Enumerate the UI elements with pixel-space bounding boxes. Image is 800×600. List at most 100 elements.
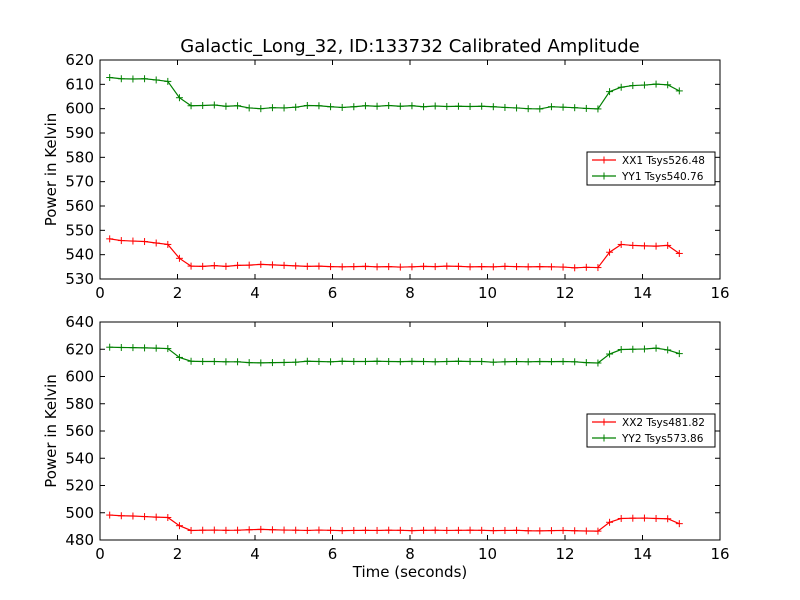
data-point bbox=[489, 527, 497, 535]
data-point bbox=[606, 248, 614, 256]
data-point bbox=[175, 254, 183, 262]
data-point bbox=[106, 235, 114, 243]
data-point bbox=[559, 263, 567, 271]
top-subplot: 0 2 4 6 8 10 12 14 16 530 540 550 560 570 580 590 600 610… bbox=[42, 51, 730, 302]
y-tick-label: 600 bbox=[65, 368, 94, 386]
data-point bbox=[210, 526, 218, 534]
y-axis-label: Power in Kelvin bbox=[42, 374, 60, 488]
data-point bbox=[385, 102, 393, 110]
data-point bbox=[315, 526, 323, 534]
data-point bbox=[524, 358, 532, 366]
x-axis-label: Time (seconds) bbox=[352, 563, 468, 581]
legend-entry: YY2 Tsys573.86 bbox=[592, 433, 704, 445]
data-point bbox=[280, 261, 288, 269]
data-point bbox=[350, 103, 358, 111]
y-tick-label: 540 bbox=[65, 246, 94, 264]
data-point bbox=[152, 344, 160, 352]
y-tick-label: 640 bbox=[65, 313, 94, 331]
data-point bbox=[652, 514, 660, 522]
data-point bbox=[257, 525, 265, 533]
data-point bbox=[524, 527, 532, 535]
data-point bbox=[187, 102, 195, 110]
data-point bbox=[187, 262, 195, 270]
data-point bbox=[292, 358, 300, 366]
data-point bbox=[640, 514, 648, 522]
data-point bbox=[617, 83, 625, 91]
data-point bbox=[327, 263, 335, 271]
data-point bbox=[187, 357, 195, 365]
data-point bbox=[396, 263, 404, 271]
data-point bbox=[222, 358, 230, 366]
data-point bbox=[571, 264, 579, 272]
legend: XX1 Tsys526.48 YY1 Tsys540.76 bbox=[586, 151, 716, 186]
data-point bbox=[234, 261, 242, 269]
data-point bbox=[559, 358, 567, 366]
data-point bbox=[361, 526, 369, 534]
data-point bbox=[141, 75, 149, 83]
data-point bbox=[640, 345, 648, 353]
data-point bbox=[164, 77, 172, 85]
data-point bbox=[582, 359, 590, 367]
x-tick-label: 4 bbox=[250, 545, 260, 563]
data-point bbox=[513, 526, 521, 534]
data-point bbox=[443, 262, 451, 270]
x-tick-label: 6 bbox=[328, 284, 338, 302]
data-point bbox=[501, 262, 509, 270]
data-point bbox=[338, 527, 346, 535]
data-point bbox=[536, 263, 544, 271]
data-point bbox=[664, 515, 672, 523]
data-point bbox=[559, 103, 567, 111]
x-tick-label: 8 bbox=[405, 284, 415, 302]
data-point bbox=[629, 514, 637, 522]
data-point bbox=[617, 514, 625, 522]
legend-box bbox=[586, 413, 716, 448]
data-point bbox=[629, 82, 637, 90]
y-tick-label: 600 bbox=[65, 100, 94, 118]
y-tick-label: 480 bbox=[65, 531, 94, 549]
legend-entry: YY1 Tsys540.76 bbox=[592, 171, 704, 183]
data-point bbox=[513, 104, 521, 112]
data-point bbox=[640, 81, 648, 89]
data-point bbox=[396, 526, 404, 534]
y-tick-label: 530 bbox=[65, 270, 94, 288]
data-point bbox=[385, 263, 393, 271]
data-point bbox=[547, 527, 555, 535]
data-point bbox=[373, 357, 381, 365]
data-point bbox=[175, 522, 183, 530]
data-point bbox=[396, 358, 404, 366]
data-point bbox=[617, 240, 625, 248]
data-point bbox=[210, 358, 218, 366]
data-point bbox=[350, 263, 358, 271]
data-point bbox=[571, 527, 579, 535]
data-point bbox=[478, 358, 486, 366]
data-point bbox=[106, 74, 114, 82]
data-point bbox=[234, 526, 242, 534]
data-point bbox=[675, 350, 683, 358]
data-point bbox=[582, 527, 590, 535]
data-point bbox=[361, 358, 369, 366]
y-tick-label: 550 bbox=[65, 221, 94, 239]
data-point bbox=[373, 263, 381, 271]
data-point bbox=[129, 512, 137, 520]
data-point bbox=[210, 262, 218, 270]
data-point bbox=[222, 102, 230, 110]
data-point bbox=[280, 358, 288, 366]
data-point bbox=[478, 102, 486, 110]
x-tick-label: 12 bbox=[555, 545, 574, 563]
data-point bbox=[175, 94, 183, 102]
data-point bbox=[268, 526, 276, 534]
data-point bbox=[117, 237, 125, 245]
data-point bbox=[454, 102, 462, 110]
y-tick-label: 560 bbox=[65, 422, 94, 440]
x-tick-label: 14 bbox=[633, 284, 652, 302]
data-point bbox=[443, 526, 451, 534]
legend: XX2 Tsys481.82 YY2 Tsys573.86 bbox=[586, 413, 716, 448]
data-point bbox=[338, 357, 346, 365]
data-point bbox=[152, 76, 160, 84]
data-point bbox=[396, 102, 404, 110]
data-point bbox=[431, 263, 439, 271]
data-point bbox=[454, 526, 462, 534]
x-tick-label: 2 bbox=[173, 284, 183, 302]
data-point bbox=[431, 358, 439, 366]
legend-label: YY2 Tsys573.86 bbox=[621, 433, 704, 445]
